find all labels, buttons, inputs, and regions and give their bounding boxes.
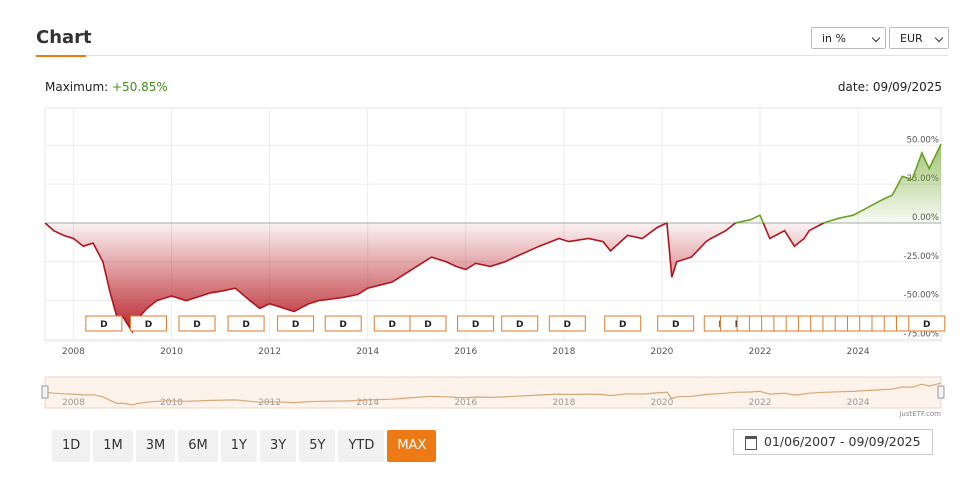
dividend-marker: D: [657, 315, 695, 332]
dividend-box: [501, 315, 539, 332]
dividend-box: [227, 315, 265, 332]
navigator-tick-label: 2010: [160, 398, 183, 408]
dividend-box: [548, 315, 586, 332]
period-button[interactable]: 3M: [135, 430, 176, 462]
section-title: Chart: [36, 27, 92, 48]
dividend-box: [129, 315, 167, 332]
navigator-line: [44, 382, 942, 406]
x-tick-label: 2024: [847, 347, 870, 357]
dividend-box: [277, 315, 315, 332]
navigator-tick-label: 2022: [749, 398, 772, 408]
navigator-tick-label: 2020: [650, 398, 673, 408]
dividend-label: D: [388, 320, 395, 330]
dividend-box: [908, 315, 946, 332]
period-button[interactable]: 3Y: [260, 430, 297, 462]
dividend-marker: D: [457, 315, 495, 332]
dividend-label: D: [672, 320, 679, 330]
navigator-tick-label: 2016: [454, 398, 477, 408]
navigator-tick-label: 2008: [62, 398, 85, 408]
x-tick-label: 2022: [749, 347, 772, 357]
x-tick-label: 2008: [62, 347, 85, 357]
line: [44, 143, 942, 334]
navigator-handle[interactable]: [41, 385, 49, 399]
y-tick-label: -75.00%: [904, 329, 939, 339]
dividend-marker: D: [548, 315, 586, 332]
x-tick-label: 2012: [258, 347, 281, 357]
maximum-label: Maximum:: [45, 80, 109, 94]
dividend-label: D: [292, 320, 299, 330]
dividend-box: [657, 315, 695, 332]
unit-select[interactable]: in %: [811, 27, 886, 49]
dividend-label: D: [619, 320, 626, 330]
date-range[interactable]: 01/06/2007 - 09/09/2025: [733, 429, 933, 455]
y-tick-label: 50.00%: [907, 135, 939, 145]
period-buttons: 1D 1M 3M 6M 1Y 3Y 5Y YTD MAX: [52, 430, 437, 462]
dividend-label: D: [516, 320, 523, 330]
dividend-box: [604, 315, 642, 332]
dividend-box: [409, 315, 447, 332]
navigator-tick-label: 2012: [258, 398, 281, 408]
title-underline: [36, 55, 86, 57]
area: [45, 144, 941, 332]
date: date: 09/09/2025: [837, 80, 942, 94]
dividend-marker: D: [129, 315, 167, 332]
dividend-marker: D: [373, 315, 411, 332]
dividend-label: D: [472, 320, 479, 330]
dividend-label: D: [424, 320, 431, 330]
maximum: Maximum: +50.85%: [45, 80, 168, 94]
x-tick-label: 2014: [356, 347, 379, 357]
dividend-label: D: [923, 320, 930, 330]
dividend-marker: D: [409, 315, 447, 332]
dividend-label: D: [339, 320, 346, 330]
dividend-marker: D: [85, 315, 123, 332]
period-button[interactable]: 1Y: [220, 430, 257, 462]
dividend-label: D: [100, 320, 107, 330]
period-button[interactable]: 6M: [178, 430, 218, 462]
period-button[interactable]: 1M: [93, 430, 133, 462]
chart: justETF.com 2008 2008 2010 2010 2012 2012 2014…: [41, 107, 946, 418]
dividend-marker: D: [604, 315, 642, 332]
credit: justETF.com: [898, 410, 941, 418]
dividend-marker: D: [277, 315, 315, 332]
dividend-box: [178, 315, 216, 332]
navigator-tick-label: 2018: [552, 398, 575, 408]
divider: [35, 55, 948, 56]
period-button[interactable]: YTD: [338, 430, 385, 462]
dividend-marker: D: [227, 315, 265, 332]
dividend-marker: D: [324, 315, 362, 332]
x-tick-label: 2010: [160, 347, 183, 357]
navigator-tick-label: 2014: [356, 398, 379, 408]
navigator-handle[interactable]: [937, 385, 945, 399]
y-tick-label: -50.00%: [904, 291, 939, 301]
currency-select[interactable]: EUR: [889, 27, 949, 49]
period-button[interactable]: 1D: [52, 430, 91, 462]
dividend-box: [324, 315, 362, 332]
dividend-marker: D: [178, 315, 216, 332]
x-tick-label: 2016: [454, 347, 477, 357]
dividend-label: D: [242, 320, 249, 330]
y-tick-label: -25.00%: [904, 252, 939, 262]
dividend-box: [85, 315, 123, 332]
x-tick-label: 2020: [650, 347, 673, 357]
dividend-label: D: [145, 320, 152, 330]
period-button[interactable]: 5Y: [299, 430, 336, 462]
maximum-value: +50.85%: [112, 80, 168, 94]
dividend-label: D: [193, 320, 200, 330]
x-tick-label: 2018: [552, 347, 575, 357]
dividend-marker: D: [908, 315, 946, 332]
dividend-label: D: [564, 320, 571, 330]
period-button[interactable]: MAX: [387, 430, 437, 462]
navigator-tick-label: 2024: [847, 398, 870, 408]
dividend-box: [457, 315, 495, 332]
plot-frame: [44, 107, 942, 342]
dividend-marker: D: [501, 315, 539, 332]
